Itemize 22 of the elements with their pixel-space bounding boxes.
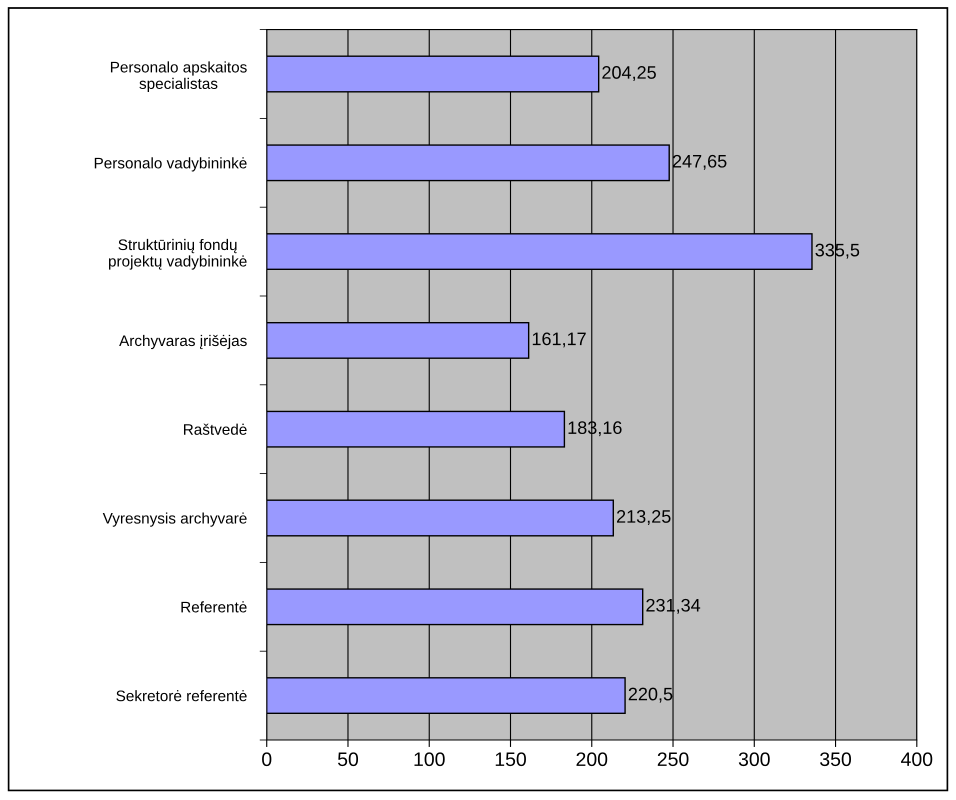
x-tick-label: 150 [496, 752, 526, 766]
x-tick-label: 400 [901, 752, 932, 766]
y-tick-label: Sekretorė referentė [116, 690, 247, 702]
data-label: 161,17 [532, 332, 586, 348]
x-tick-label: 100 [414, 752, 445, 766]
y-tick-label: Vyresnysis archyvarė [102, 512, 247, 527]
data-label: 247,65 [672, 154, 726, 170]
x-tick-label: 350 [820, 752, 852, 766]
data-label: 220,5 [628, 688, 672, 703]
y-tick-label: Referentė [181, 601, 247, 612]
data-label: 204,25 [602, 66, 656, 81]
y-tick-label: Personalo vadybininkė [94, 157, 247, 172]
y-tick-label: Struktūrinių fondų projektų vadybininkė [108, 238, 247, 270]
y-tick-label: Archyvaras įrišėjas [119, 334, 247, 350]
y-tick-label: Raštvedė [184, 424, 247, 435]
data-label: 213,25 [616, 510, 671, 525]
x-tick-label: 200 [576, 752, 608, 766]
x-tick-label: 0 [262, 752, 272, 766]
x-tick-label: 300 [738, 752, 770, 766]
y-tick-label: Personalo apskaitos specialistas [110, 61, 247, 92]
x-tick-label: 250 [658, 752, 688, 766]
x-tick-label: 50 [338, 752, 358, 766]
